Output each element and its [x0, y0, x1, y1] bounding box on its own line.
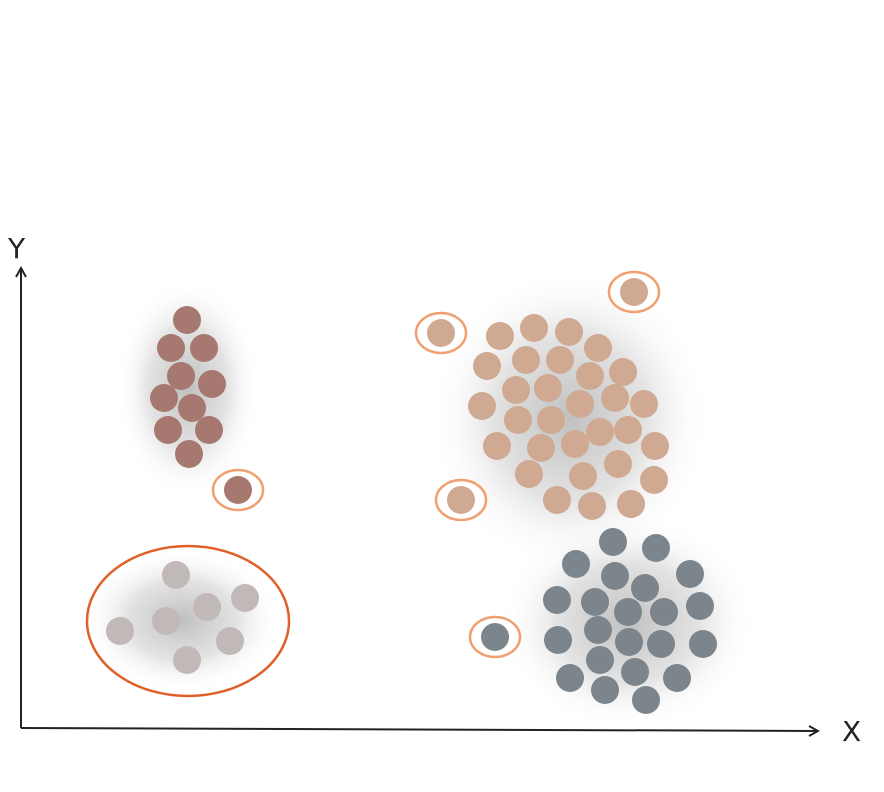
tan-cluster-point [483, 432, 511, 460]
outlier-tan-left [414, 311, 468, 355]
slate-cluster-point [599, 528, 627, 556]
slate-cluster-point [562, 550, 590, 578]
slate-cluster-point [586, 646, 614, 674]
outlier-tan-bottom-point [447, 486, 475, 514]
outlier-points [211, 270, 661, 659]
tan-cluster-point [586, 418, 614, 446]
slate-cluster-point [650, 598, 678, 626]
slate-cluster-point [621, 658, 649, 686]
gray-cluster-point [152, 607, 180, 635]
gray-cluster-point [231, 584, 259, 612]
tan-cluster-point [527, 434, 555, 462]
tan-cluster-point [468, 392, 496, 420]
slate-cluster-point [615, 628, 643, 656]
tan-cluster-point [504, 406, 532, 434]
tan-cluster-point [614, 416, 642, 444]
slate-cluster [543, 528, 717, 714]
slate-cluster-point [663, 664, 691, 692]
tan-cluster-point [604, 450, 632, 478]
outlier-brown-point [224, 476, 252, 504]
brown-cluster-point [157, 334, 185, 362]
gray-cluster-point [173, 646, 201, 674]
slate-cluster-point [543, 586, 571, 614]
axes: Y X [7, 232, 861, 748]
tan-cluster-point [640, 466, 668, 494]
slate-cluster-point [601, 562, 629, 590]
tan-cluster-point [569, 462, 597, 490]
brown-cluster-point [154, 416, 182, 444]
gray-cluster-point [162, 561, 190, 589]
brown-cluster-point [178, 394, 206, 422]
slate-cluster-point [686, 592, 714, 620]
x-axis-label: X [842, 715, 861, 748]
outlier-tan-bottom [434, 478, 488, 522]
tan-cluster-point [561, 430, 589, 458]
brown-cluster-point [195, 416, 223, 444]
outlier-tan-left-point [427, 319, 455, 347]
y-axis-label: Y [7, 232, 26, 265]
slate-cluster-point [614, 598, 642, 626]
tan-cluster-point [641, 432, 669, 460]
tan-cluster [468, 314, 669, 520]
slate-cluster-point [591, 676, 619, 704]
tan-cluster-point [566, 390, 594, 418]
brown-cluster-point [150, 384, 178, 412]
tan-cluster-point [546, 346, 574, 374]
x-axis [20, 728, 818, 731]
tan-cluster-point [617, 490, 645, 518]
slate-cluster-point [676, 560, 704, 588]
tan-cluster-point [512, 346, 540, 374]
gray-cluster-point [193, 593, 221, 621]
brown-cluster-point [167, 362, 195, 390]
outlier-brown [211, 468, 265, 512]
slate-cluster-point [631, 574, 659, 602]
halo-gray-cluster [82, 548, 282, 692]
tan-cluster-point [578, 492, 606, 520]
slate-cluster-point [544, 626, 572, 654]
outlier-tan-top [607, 270, 661, 314]
tan-cluster-point [486, 322, 514, 350]
tan-cluster-point [534, 374, 562, 402]
gray-cluster [106, 561, 259, 674]
tan-cluster-point [473, 352, 501, 380]
brown-cluster-point [175, 440, 203, 468]
slate-cluster-point [632, 686, 660, 714]
cluster-points [106, 306, 717, 714]
outlier-slate [468, 615, 522, 659]
tan-cluster-point [515, 460, 543, 488]
brown-cluster [150, 306, 226, 468]
gray-cluster-highlight-ellipse [85, 544, 291, 698]
gray-cluster-point [216, 627, 244, 655]
brown-cluster-point [173, 306, 201, 334]
brown-cluster-point [198, 370, 226, 398]
slate-cluster-point [642, 534, 670, 562]
slate-cluster-point [556, 664, 584, 692]
outlier-slate-point [481, 623, 509, 651]
tan-cluster-point [609, 358, 637, 386]
tan-cluster-point [584, 334, 612, 362]
slate-cluster-point [581, 588, 609, 616]
tan-cluster-point [502, 376, 530, 404]
tan-cluster-point [630, 390, 658, 418]
slate-cluster-point [689, 630, 717, 658]
slate-cluster-point [647, 630, 675, 658]
tan-cluster-point [520, 314, 548, 342]
tan-cluster-point [601, 384, 629, 412]
tan-cluster-point [555, 318, 583, 346]
tan-cluster-point [576, 362, 604, 390]
gray-cluster-point [106, 617, 134, 645]
slate-cluster-point [584, 616, 612, 644]
tan-cluster-point [543, 486, 571, 514]
brown-cluster-point [190, 334, 218, 362]
tan-cluster-point [537, 406, 565, 434]
outlier-tan-top-point [620, 278, 648, 306]
